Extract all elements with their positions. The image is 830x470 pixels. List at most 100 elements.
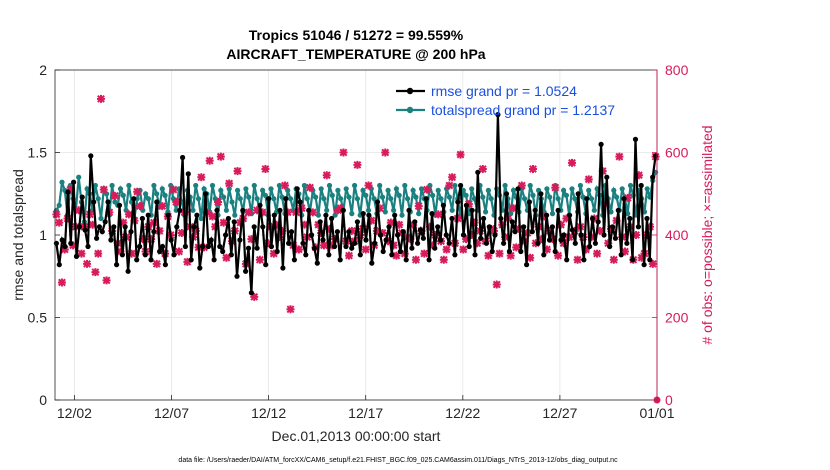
rmse-point (194, 212, 200, 218)
x-tick-label: 12/02 (57, 405, 92, 421)
obs-assimilated-point (116, 247, 125, 256)
obs-assimilated-point (336, 204, 345, 213)
rmse-point (395, 232, 401, 238)
legend-spread-marker (406, 106, 414, 114)
rmse-point (134, 257, 140, 263)
spread-point (619, 186, 625, 192)
obs-assimilated-point (395, 220, 404, 229)
obs-assimilated-point (528, 165, 537, 173)
rmse-point (374, 199, 381, 205)
obs-assimilated-point (261, 165, 270, 173)
obs-assimilated-point (297, 204, 306, 213)
rmse-point (581, 257, 587, 263)
obs-assimilated-point (442, 245, 451, 254)
spread-point (329, 192, 335, 198)
rmse-point (162, 262, 168, 268)
obs-assimilated-point (473, 239, 482, 248)
rmse-point (627, 215, 633, 222)
y-right-tick-label: 400 (665, 227, 689, 243)
rmse-point (478, 235, 484, 241)
obs-assimilated-point (347, 226, 356, 235)
obs-assimilated-point (632, 231, 641, 239)
rmse-point (558, 237, 564, 243)
obs-assimilated-point (319, 241, 328, 250)
rmse-point (357, 252, 363, 258)
rmse-point (443, 232, 449, 238)
obs-assimilated-point (548, 235, 557, 244)
obs-assimilated-point (94, 249, 103, 258)
spread-point (246, 194, 252, 200)
obs-assimilated-point (648, 259, 657, 268)
obs-assimilated-point (208, 212, 217, 221)
spread-point (471, 196, 477, 202)
rmse-point (624, 240, 630, 246)
spread-point (346, 194, 352, 200)
obs-assimilated-point (278, 226, 287, 235)
rmse-point (139, 215, 145, 222)
rmse-point (561, 232, 567, 238)
rmse-point (228, 252, 234, 258)
spread-point (396, 192, 402, 198)
obs-assimilated-point (386, 218, 395, 227)
obs-assimilated-point (604, 239, 613, 248)
rmse-point (165, 212, 171, 218)
rmse-point (211, 257, 217, 263)
rmse-point (214, 207, 220, 213)
rmse-point (105, 199, 111, 205)
legend-spread-label: totalspread grand pr = 1.2137 (431, 102, 615, 118)
rmse-point (438, 237, 444, 243)
obs-assimilated-point (272, 220, 281, 229)
obs-assimilated-point (294, 245, 303, 254)
rmse-point (653, 153, 659, 159)
rmse-point (283, 196, 289, 202)
spread-point (287, 196, 294, 202)
rmse-point (297, 199, 303, 205)
spread-point (338, 196, 344, 202)
spread-point (315, 212, 321, 218)
spread-point (614, 194, 620, 200)
x-tick-label: 01/01 (639, 405, 674, 421)
obs-assimilated-point (409, 220, 418, 229)
rmse-point (632, 136, 639, 142)
obs-assimilated-point (275, 233, 284, 242)
rmse-point (469, 207, 475, 213)
rmse-point (114, 262, 120, 268)
rmse-point (503, 191, 510, 197)
obs-assimilated-point (484, 251, 493, 260)
y-tick-label: 2 (39, 62, 47, 78)
rmse-point (128, 229, 134, 235)
spread-point (229, 199, 235, 205)
rmse-point (403, 257, 409, 263)
obs-assimilated-point (489, 226, 498, 235)
spread-point (413, 194, 419, 200)
rmse-point (650, 174, 656, 180)
obs-assimilated-point (428, 241, 437, 250)
rmse-point (578, 232, 584, 238)
spread-point (162, 192, 168, 198)
rmse-point (366, 212, 372, 218)
rmse-point (248, 290, 254, 296)
spread-point (430, 192, 436, 198)
rmse-point (417, 227, 424, 233)
spread-point (304, 196, 310, 202)
obs-assimilated-point (308, 208, 317, 217)
obs-assimilated-point (554, 251, 563, 260)
spread-point (354, 196, 360, 202)
spread-point (549, 211, 556, 217)
rmse-point (400, 229, 406, 235)
obs-assimilated-point (66, 185, 75, 194)
spread-point (365, 207, 372, 213)
rmse-point (458, 182, 464, 189)
spread-point (446, 194, 452, 200)
rmse-point (489, 248, 495, 255)
obs-assimilated-point (214, 198, 223, 206)
rmse-point (99, 229, 105, 235)
spread-point (591, 207, 597, 213)
rmse-point (266, 196, 272, 202)
obs-assimilated-point (425, 222, 434, 231)
spread-point (254, 196, 260, 202)
obs-assimilated-point (52, 210, 61, 219)
rmse-point (96, 224, 102, 230)
spread-point (143, 191, 149, 197)
